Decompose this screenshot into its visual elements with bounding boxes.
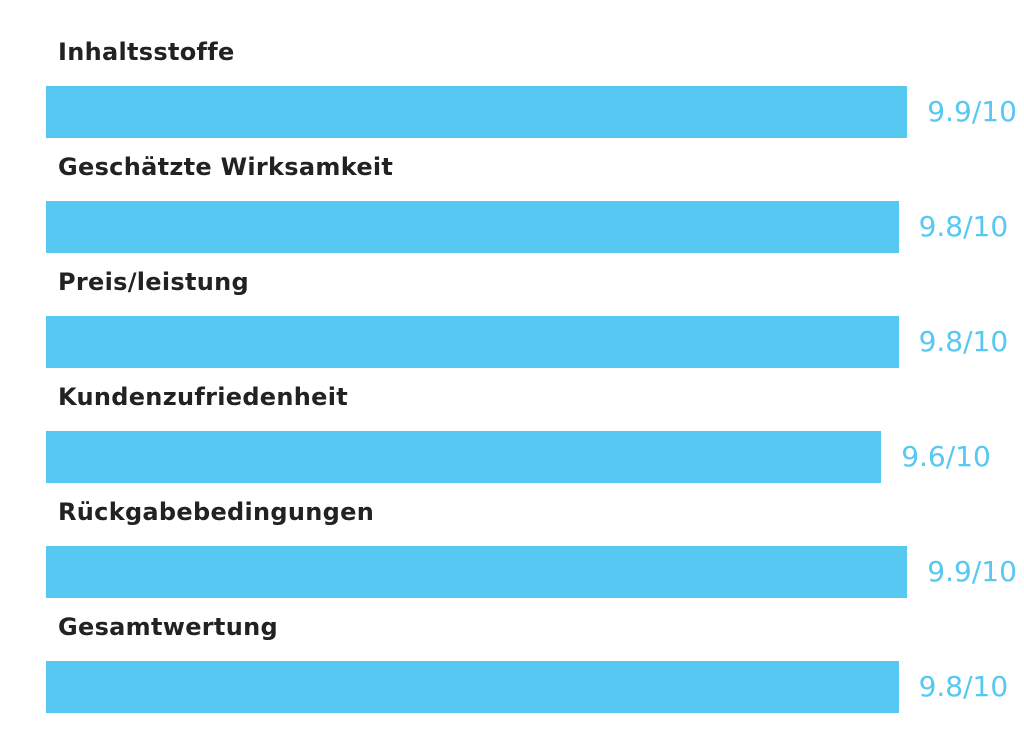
category-label: Inhaltsstoffe xyxy=(58,38,235,66)
rating-bar xyxy=(46,86,908,138)
rating-value-label: 9.8/10 xyxy=(918,670,1009,703)
category-label: Kundenzufriedenheit xyxy=(58,383,349,411)
rating-value-label: 9.8/10 xyxy=(918,325,1009,358)
rating-bar xyxy=(46,201,899,253)
rating-bar xyxy=(46,431,882,483)
rating-value-label: 9.9/10 xyxy=(927,95,1017,128)
rating-bar xyxy=(46,546,908,598)
rating-value-label: 9.9/10 xyxy=(927,555,1017,588)
rating-value-label: 9.6/10 xyxy=(901,440,991,473)
category-label: Rückgabebedingungen xyxy=(58,498,375,526)
rating-bar xyxy=(46,661,899,713)
category-label: Gesamtwertung xyxy=(58,613,278,641)
category-label: Preis/leistung xyxy=(58,268,250,296)
rating-bar xyxy=(46,316,899,368)
rating-value-label: 9.8/10 xyxy=(918,210,1009,243)
category-label: Geschätzte Wirksamkeit xyxy=(58,153,394,181)
